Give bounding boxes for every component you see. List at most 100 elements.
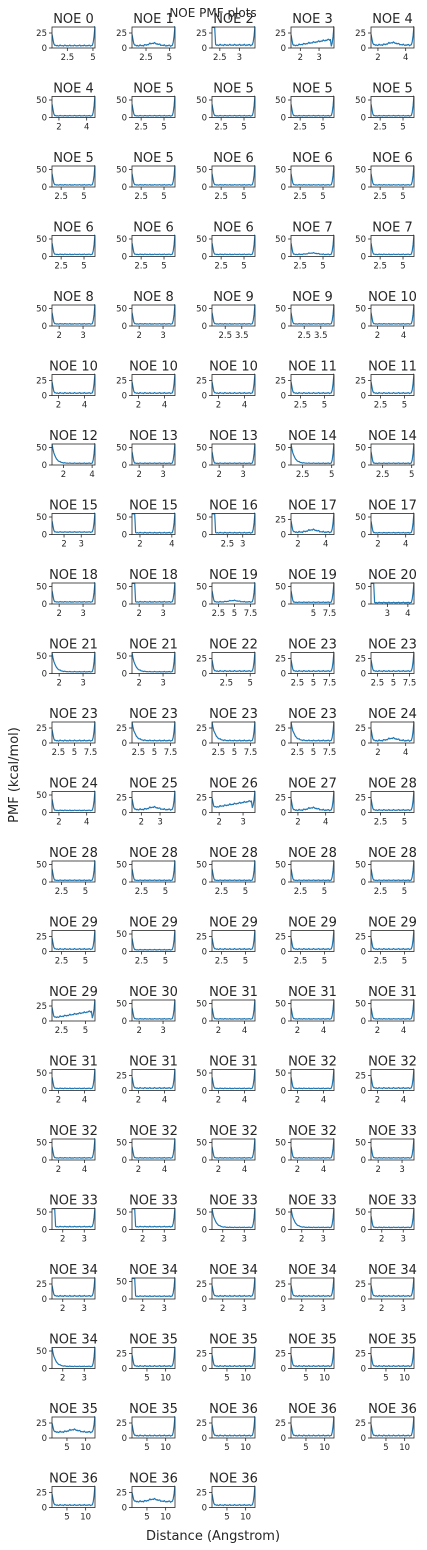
x-tick-label: 3 bbox=[162, 1235, 167, 1245]
panel-title: NOE 22 bbox=[209, 638, 258, 653]
panel-title: NOE 33 bbox=[209, 1194, 258, 1209]
y-tick-label: 25 bbox=[116, 29, 127, 39]
panel-title: NOE 35 bbox=[49, 1402, 98, 1417]
y-tick-label: 0 bbox=[122, 322, 127, 332]
pmf-curve bbox=[291, 999, 334, 1020]
panel-title: NOE 32 bbox=[209, 1124, 258, 1139]
y-tick-label: 25 bbox=[116, 794, 127, 804]
pmf-curve bbox=[291, 234, 334, 256]
y-tick-label: 50 bbox=[196, 96, 207, 106]
x-tick-label: 2 bbox=[375, 1026, 380, 1036]
panel-frame bbox=[370, 791, 415, 813]
y-tick-label: 25 bbox=[196, 724, 207, 734]
x-tick-label: 3 bbox=[160, 679, 165, 689]
noe-panel: NOE 31 0 50 2 4 bbox=[196, 985, 258, 1036]
pmf-curve bbox=[132, 1207, 175, 1228]
noe-panel: NOE 31 0 50 2 4 bbox=[275, 985, 337, 1036]
y-tick-label: 25 bbox=[196, 1280, 207, 1290]
noe-panel: NOE 3 0 25 2 3 bbox=[275, 12, 335, 63]
noe-panel: NOE 26 0 25 2 3 bbox=[196, 777, 258, 828]
panel-title: NOE 31 bbox=[209, 1055, 258, 1070]
noe-panel: NOE 10 0 50 2 4 bbox=[355, 290, 417, 341]
y-tick-label: 50 bbox=[196, 583, 207, 593]
panel-title: NOE 21 bbox=[129, 638, 178, 653]
y-tick-label: 25 bbox=[275, 29, 286, 39]
noe-panel: NOE 36 0 25 5 10 bbox=[196, 1402, 258, 1453]
x-tick-label: 2.5 bbox=[134, 123, 148, 133]
x-tick-label: 2.5 bbox=[215, 887, 229, 897]
x-tick-label: 3 bbox=[385, 609, 390, 619]
panel-frame bbox=[370, 652, 415, 674]
y-tick-label: 50 bbox=[116, 1000, 127, 1010]
x-tick-label: 2 bbox=[140, 1235, 145, 1245]
panel-frame bbox=[211, 26, 256, 49]
panel-frame bbox=[211, 1069, 256, 1091]
pmf-curve bbox=[371, 304, 414, 325]
noe-panel: NOE 19 0 50 5 7.5 bbox=[275, 568, 337, 619]
x-tick-label: 5 bbox=[232, 748, 237, 758]
noe-panel: NOE 32 0 25 2 4 bbox=[355, 1055, 417, 1106]
panel-frame bbox=[211, 374, 256, 396]
x-tick-label: 5 bbox=[248, 679, 253, 689]
noe-panel: NOE 34 0 25 2 3 bbox=[275, 1263, 337, 1314]
y-tick-label: 0 bbox=[202, 44, 207, 54]
panel-frame bbox=[131, 1277, 176, 1300]
x-tick-label: 2.5 bbox=[214, 123, 228, 133]
panel-title: NOE 26 bbox=[209, 777, 258, 792]
pmf-curve bbox=[371, 790, 414, 812]
noe-panel: NOE 6 0 50 2.5 5 bbox=[116, 221, 176, 272]
x-tick-label: 5 bbox=[391, 679, 396, 689]
x-tick-label: 2.5 bbox=[132, 748, 146, 758]
y-tick-label: 50 bbox=[36, 1139, 47, 1149]
y-tick-label: 25 bbox=[275, 1419, 286, 1429]
pmf-curve bbox=[132, 373, 175, 395]
y-tick-label: 0 bbox=[281, 392, 286, 402]
panel-frame bbox=[131, 165, 176, 188]
pmf-curve bbox=[52, 95, 95, 117]
pmf-curve bbox=[212, 582, 255, 603]
y-tick-label: 50 bbox=[355, 444, 366, 454]
panel-title: NOE 29 bbox=[288, 916, 337, 931]
panel-title: NOE 32 bbox=[129, 1124, 178, 1139]
panel-frame bbox=[290, 26, 335, 49]
pmf-curve bbox=[132, 1485, 175, 1503]
y-tick-label: 50 bbox=[275, 305, 286, 315]
panel-frame bbox=[290, 165, 335, 188]
panel-title: NOE 28 bbox=[368, 846, 417, 861]
x-tick-label: 2.5 bbox=[213, 53, 227, 63]
panel-title: NOE 21 bbox=[49, 638, 98, 653]
panel-title: NOE 11 bbox=[288, 360, 337, 375]
x-tick-label: 3 bbox=[237, 53, 242, 63]
x-tick-label: 7.5 bbox=[403, 679, 417, 689]
panel-title: NOE 28 bbox=[288, 846, 337, 861]
panel-title: NOE 19 bbox=[209, 568, 258, 583]
x-tick-label: 2 bbox=[56, 1096, 61, 1106]
panel-frame bbox=[290, 304, 335, 327]
panel-title: NOE 33 bbox=[129, 1194, 178, 1209]
pmf-curve bbox=[291, 860, 334, 882]
x-tick-label: 5 bbox=[241, 262, 246, 272]
noe-panel: NOE 1 0 25 2.5 5 bbox=[116, 12, 176, 63]
panel-title: NOE 36 bbox=[49, 1472, 98, 1487]
x-tick-label: 2 bbox=[216, 818, 221, 828]
y-tick-label: 0 bbox=[42, 1156, 47, 1166]
x-tick-label: 5 bbox=[152, 748, 157, 758]
x-tick-label: 2 bbox=[60, 1235, 65, 1245]
panel-title: NOE 30 bbox=[129, 985, 178, 1000]
x-tick-label: 2.5 bbox=[218, 331, 232, 341]
pmf-curve bbox=[291, 443, 334, 465]
y-tick-label: 0 bbox=[42, 114, 47, 124]
panel-title: NOE 5 bbox=[372, 82, 413, 97]
panel-frame bbox=[370, 860, 415, 883]
x-tick-label: 3 bbox=[80, 331, 85, 341]
pmf-curve bbox=[212, 26, 255, 47]
x-tick-label: 5 bbox=[311, 609, 316, 619]
x-tick-label: 3.5 bbox=[235, 331, 249, 341]
y-tick-label: 50 bbox=[36, 652, 47, 662]
x-tick-label: 4 bbox=[242, 1026, 247, 1036]
noe-panel: NOE 36 0 25 5 10 bbox=[355, 1402, 417, 1453]
panel-title: NOE 13 bbox=[129, 429, 178, 444]
noe-panel: NOE 29 0 50 2.5 5 bbox=[116, 916, 178, 967]
noe-panel: NOE 8 0 50 2 3 bbox=[116, 290, 176, 341]
